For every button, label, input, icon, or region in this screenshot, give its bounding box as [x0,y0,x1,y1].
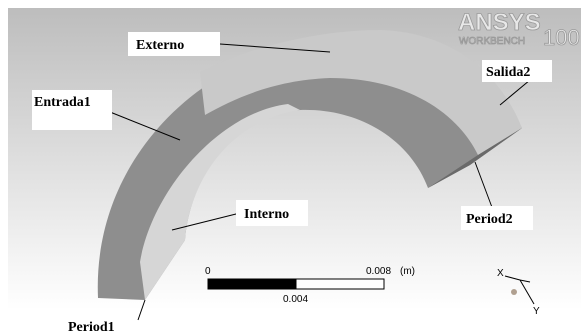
scale-end: 0.008 [366,266,391,277]
label: Period1 [68,320,115,335]
label: Externo [136,38,184,53]
logo-product: WORKBENCH [459,36,525,47]
scale-unit: (m) [400,266,415,277]
label: Entrada1 [34,95,91,110]
label: Period2 [466,212,513,227]
logo-brand: ANSYS [458,9,541,36]
triad-origin [511,289,517,295]
axis-y-label: Y [533,306,540,317]
logo-version: 100 [543,25,580,50]
axis-x-label: X [497,268,504,279]
scale-start: 0 [205,266,211,277]
scale-middle: 0.004 [283,294,308,305]
screenshot: ANSYS WORKBENCH 100 Externo Entrada1 Sal… [0,0,581,335]
label: Interno [244,207,289,222]
scale-bar-light [296,279,384,289]
label: Salida2 [486,65,530,80]
scale-bar-dark [208,279,296,289]
